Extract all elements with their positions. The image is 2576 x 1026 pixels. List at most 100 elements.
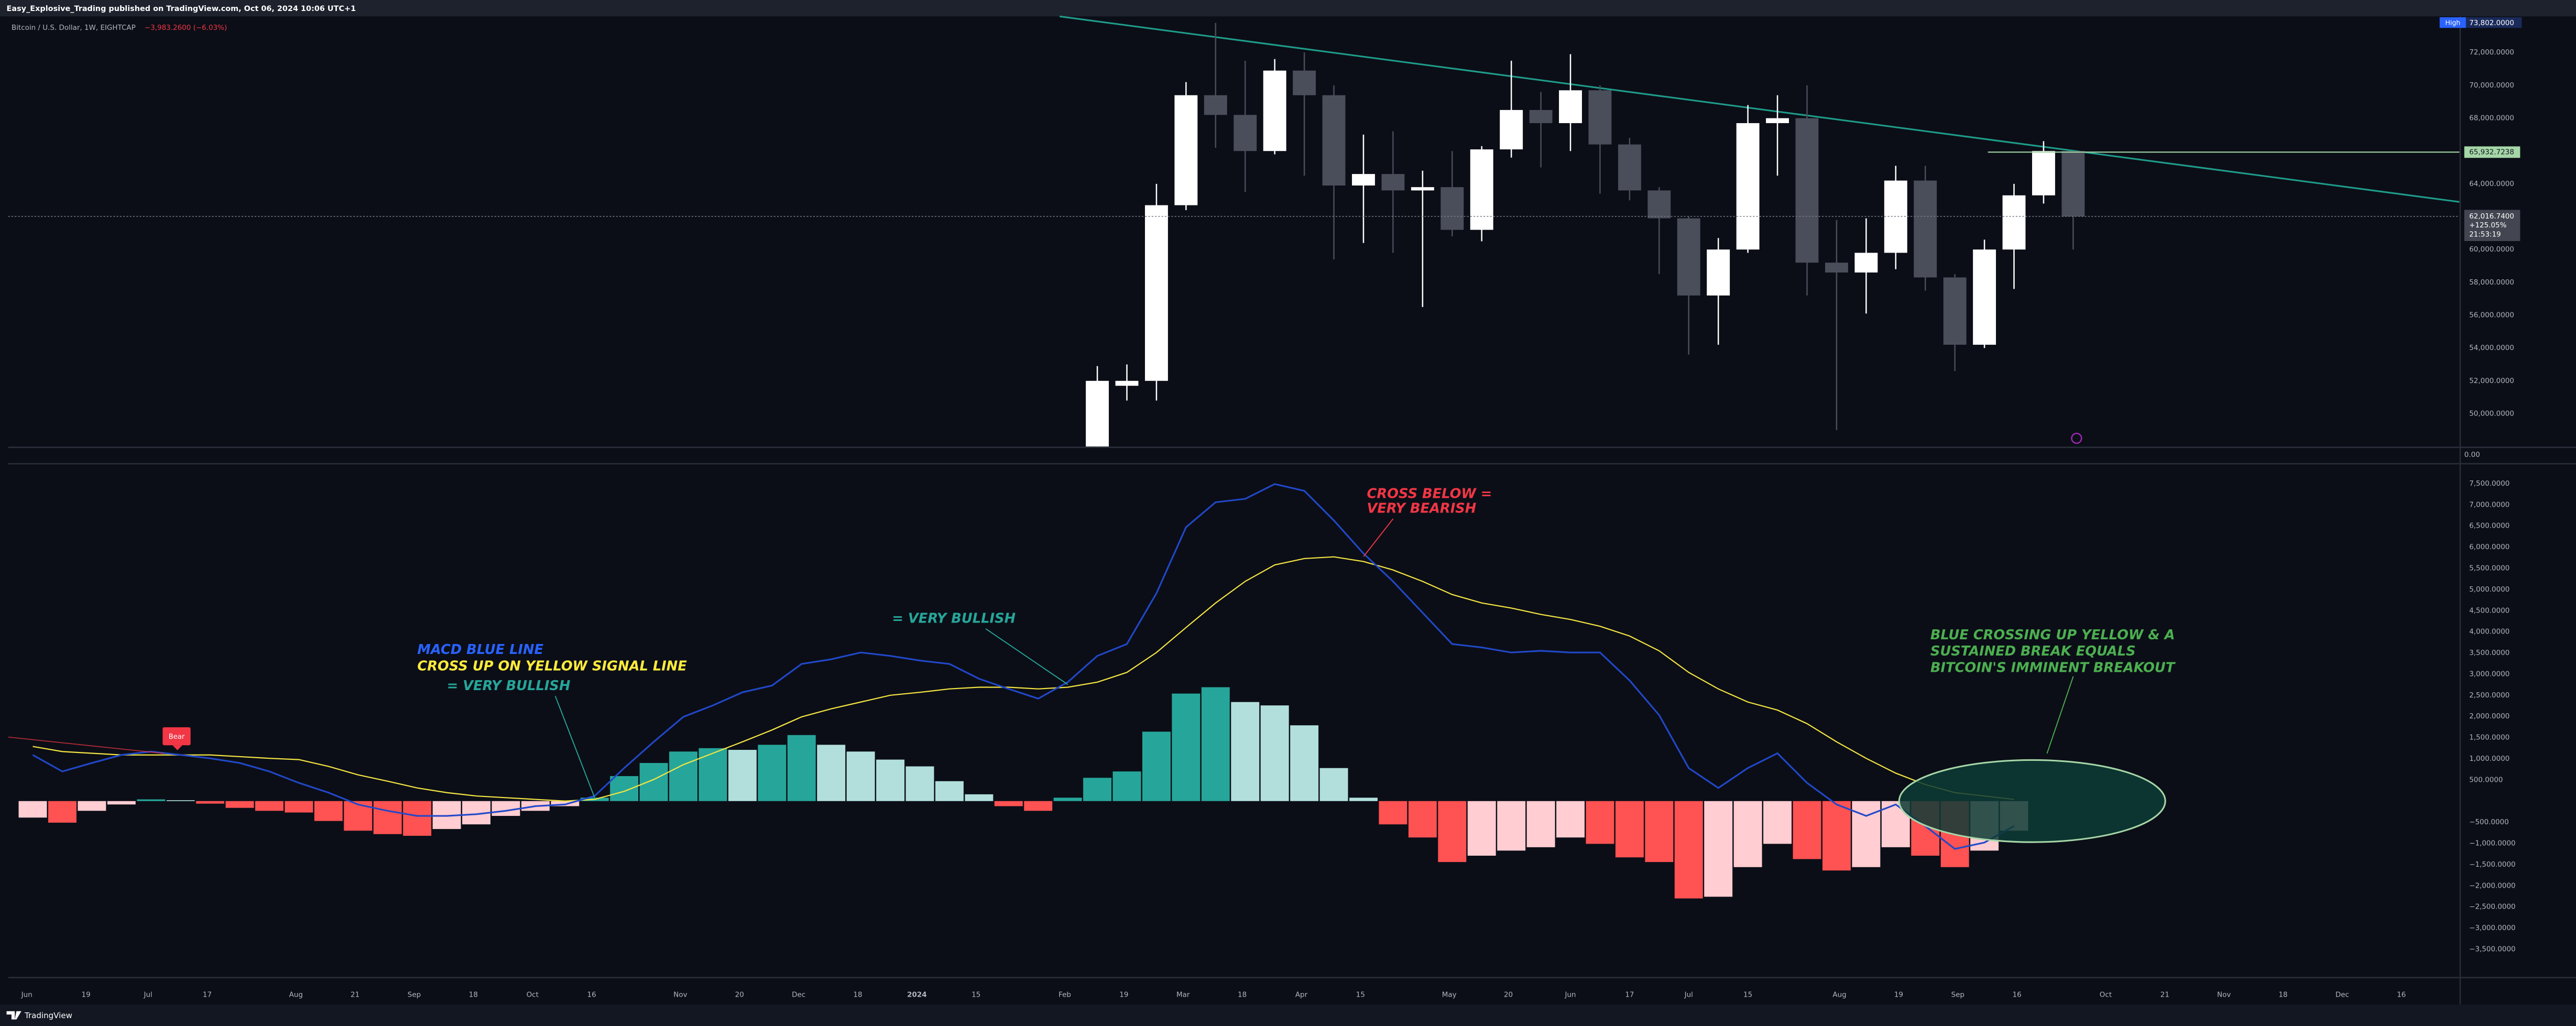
candle-body [1529, 110, 1553, 123]
volume-zero: 0.00 [2464, 451, 2480, 459]
y-tick-label: 60,000.0000 [2469, 245, 2514, 254]
y-tick-label: −1,500.0000 [2469, 860, 2515, 869]
x-tick-label: May [1442, 990, 1457, 999]
y-tick-label: 68,000.0000 [2469, 114, 2514, 123]
histogram-bar [492, 801, 520, 816]
x-tick-label: Aug [289, 990, 303, 999]
x-tick-label: Mar [1176, 990, 1190, 999]
y-tick-label: 6,500.0000 [2469, 522, 2509, 530]
trendline [1060, 15, 2460, 203]
candle-body [1440, 187, 1464, 230]
y-tick-label: 6,000.0000 [2469, 543, 2509, 551]
histogram-bar [758, 745, 787, 801]
histogram-bar [876, 759, 905, 801]
histogram-bar [1497, 801, 1526, 851]
y-tick-label: 2,500.0000 [2469, 691, 2509, 700]
histogram-bar [403, 801, 432, 836]
histogram-bar [669, 751, 698, 801]
histogram-bar [1674, 801, 1703, 899]
y-tick-label: −3,000.0000 [2469, 924, 2515, 932]
candle-body [1381, 174, 1405, 191]
bear-label-pointer [172, 745, 183, 750]
candle-body [1943, 277, 1967, 345]
candle-body [2032, 151, 2055, 195]
candle-body [1736, 123, 1760, 250]
header: Easy_Explosive_Trading published on Trad… [7, 5, 356, 13]
candle-body [1470, 149, 1493, 230]
candle-body [1263, 70, 1286, 151]
histogram-bar [314, 801, 343, 821]
last-price-box [2464, 210, 2520, 241]
histogram-bar [698, 748, 727, 801]
last-price-label: 62,016.7400 [2469, 212, 2514, 221]
x-tick-label: 16 [587, 990, 596, 999]
y-tick-label: 56,000.0000 [2469, 311, 2514, 320]
histogram-bar [1231, 702, 1260, 801]
y-tick-label: 1,000.0000 [2469, 755, 2509, 763]
x-tick-label: 19 [1119, 990, 1128, 999]
bear-label-box [162, 727, 191, 746]
candle-body [1145, 205, 1168, 381]
histogram-bar [1733, 801, 1762, 867]
x-tick-label: 20 [735, 990, 744, 999]
y-tick-label: −500.0000 [2469, 818, 2509, 826]
annotation: VERY BEARISH [1367, 501, 1476, 517]
candle-body [1973, 249, 1996, 345]
candle-body [1766, 118, 1789, 123]
histogram-bar [1349, 798, 1378, 801]
candle-body [1677, 218, 1700, 296]
y-tick-label: 52,000.0000 [2469, 377, 2514, 385]
candle-body [1411, 187, 1434, 191]
x-tick-label: Jun [21, 990, 32, 999]
histogram-bar [1763, 801, 1792, 844]
candle-body [1795, 118, 1819, 263]
histogram-bar [1290, 725, 1319, 801]
bear-label: Bear [169, 733, 185, 741]
y-tick-label: −1,000.0000 [2469, 839, 2515, 848]
candle-body [1854, 253, 1878, 273]
x-tick-label: 20 [1504, 990, 1513, 999]
candle-body [1500, 110, 1523, 150]
x-tick-label: 19 [1894, 990, 1903, 999]
candle-body [1204, 95, 1227, 115]
histogram-bar [994, 801, 1023, 806]
x-tick-label: Nov [673, 990, 687, 999]
histogram-bar [1379, 801, 1407, 825]
x-tick-label: 15 [1356, 990, 1365, 999]
candle-body [1352, 174, 1375, 186]
y-tick-label: −2,000.0000 [2469, 881, 2515, 890]
candle-body [1115, 380, 1139, 386]
x-tick-label: Jun [1564, 990, 1576, 999]
x-tick-label: 18 [469, 990, 478, 999]
annotation-arrow [1363, 518, 1394, 557]
histogram-bar [817, 745, 846, 801]
y-tick-label: 50,000.0000 [2469, 409, 2514, 418]
header-bar [0, 0, 2576, 17]
macd-line [32, 483, 2015, 850]
histogram-bar [1201, 687, 1230, 801]
histogram-bar [373, 801, 402, 834]
y-tick-label: 7,000.0000 [2469, 500, 2509, 509]
histogram-bar [1260, 705, 1289, 801]
x-tick-label: 16 [2013, 990, 2022, 999]
annotation: CROSS BELOW = [1367, 486, 1492, 501]
histogram-bar [1112, 771, 1141, 801]
histogram-bar [1408, 801, 1437, 838]
candle-body [1618, 144, 1641, 191]
macd-pane [18, 483, 2028, 899]
y-tick-label: 7,500.0000 [2469, 479, 2509, 488]
candle-body [1825, 263, 1848, 273]
histogram-bar [846, 751, 875, 801]
x-tick-label: Jul [143, 990, 152, 999]
histogram-bar [1852, 801, 1881, 867]
histogram-bar [1526, 801, 1555, 847]
y-tick-label: 4,500.0000 [2469, 606, 2509, 615]
annotation: CROSS UP ON YELLOW SIGNAL LINE [417, 658, 687, 674]
x-tick-label: 21 [351, 990, 359, 999]
histogram-bar [1615, 801, 1644, 858]
candle-body [1293, 70, 1316, 95]
x-tick-label: 18 [853, 990, 862, 999]
histogram-bar [225, 801, 254, 808]
histogram-bar [18, 801, 47, 818]
